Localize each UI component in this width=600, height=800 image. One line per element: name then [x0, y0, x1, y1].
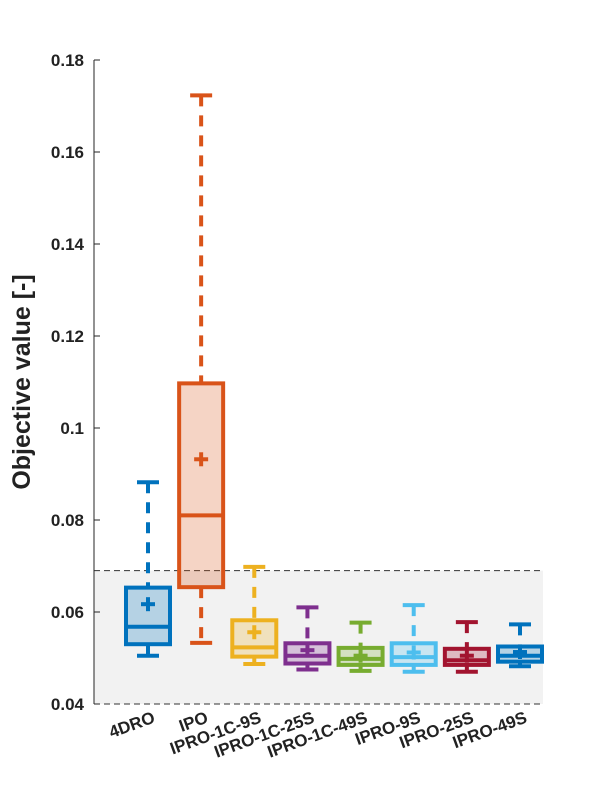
box-series-layer: [124, 93, 544, 674]
box-iqr: [177, 381, 226, 590]
y-tick-label: 0.04: [51, 695, 85, 714]
box-4dro: [124, 480, 172, 658]
x-category-label: 4DRO: [106, 708, 157, 742]
box-ipro-1c-25s: [283, 605, 332, 672]
box-ipro-1c-9s: [230, 564, 279, 666]
box-iqr: [124, 585, 172, 647]
box-ipro-1c-49s: [336, 620, 385, 673]
y-tick-label: 0.1: [60, 419, 84, 438]
box-ipro-9s: [389, 603, 438, 674]
y-tick-label: 0.14: [51, 235, 85, 254]
box-ipro-49s: [496, 622, 544, 669]
y-tick-label: 0.08: [51, 511, 84, 530]
box-ipo: [177, 93, 226, 645]
x-category-labels: 4DRO IPOIPRO-1C-9SIPRO-1C-25SIPRO-1C-49SI…: [106, 708, 529, 762]
y-axis-title: Objective value [-]: [8, 274, 36, 489]
y-tick-label: 0.16: [51, 143, 84, 162]
y-tick-label: 0.06: [51, 603, 84, 622]
box-ipro-25s: [442, 620, 491, 674]
y-tick-label: 0.18: [51, 51, 84, 70]
y-axis: 0.04 0.06 0.08 0.1 0.12 0.14 0.16 0.18: [51, 51, 100, 714]
y-tick-label: 0.12: [51, 327, 84, 346]
